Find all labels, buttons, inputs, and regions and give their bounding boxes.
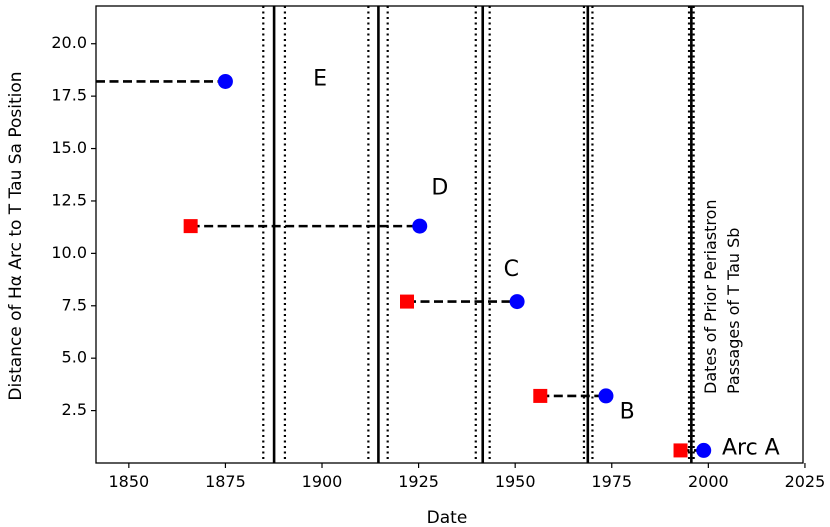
arc-label-3: B xyxy=(620,400,635,425)
circle-marker-2 xyxy=(509,294,525,310)
y-tick-label-5: 15.0 xyxy=(51,138,87,157)
y-tick-label-1: 5.0 xyxy=(62,348,87,367)
x-tick-label-5: 1975 xyxy=(591,472,632,491)
square-marker-1 xyxy=(183,219,198,234)
circle-marker-1 xyxy=(412,218,428,234)
x-tick-label-1: 1875 xyxy=(205,472,246,491)
vertical-annotation-line-0: Dates of Prior Periastron xyxy=(701,199,720,394)
arc-label-1: D xyxy=(431,175,448,200)
y-tick-label-4: 12.5 xyxy=(51,190,87,209)
y-tick-label-3: 10.0 xyxy=(51,243,87,262)
plot-frame xyxy=(95,5,804,464)
circle-marker-4 xyxy=(696,442,712,458)
vertical-annotation-line-1: Passages of T Tau Sb xyxy=(724,228,743,394)
circle-marker-0 xyxy=(217,73,233,89)
arc-label-0: E xyxy=(313,66,327,91)
x-tick-label-7: 2025 xyxy=(785,472,826,491)
x-tick-label-6: 2000 xyxy=(688,472,729,491)
x-tick-label-2: 1900 xyxy=(302,472,343,491)
y-tick-label-2: 7.5 xyxy=(62,295,87,314)
arc-label-2: C xyxy=(504,257,519,282)
y-tick-label-0: 2.5 xyxy=(62,400,87,419)
circle-marker-3 xyxy=(598,388,614,404)
y-axis-label: Distance of Hα Arc to T Tau Sa Position xyxy=(6,71,26,400)
x-tick-label-0: 1850 xyxy=(108,472,149,491)
y-tick-label-6: 17.5 xyxy=(51,86,87,105)
square-marker-3 xyxy=(533,388,548,403)
arc-label-4: Arc A xyxy=(722,435,780,460)
square-marker-4 xyxy=(673,443,688,458)
x-axis-label: Date xyxy=(427,508,468,527)
y-tick-label-7: 20.0 xyxy=(51,33,87,52)
x-tick-label-4: 1950 xyxy=(495,472,536,491)
square-marker-2 xyxy=(400,294,415,309)
x-tick-label-3: 1925 xyxy=(398,472,439,491)
